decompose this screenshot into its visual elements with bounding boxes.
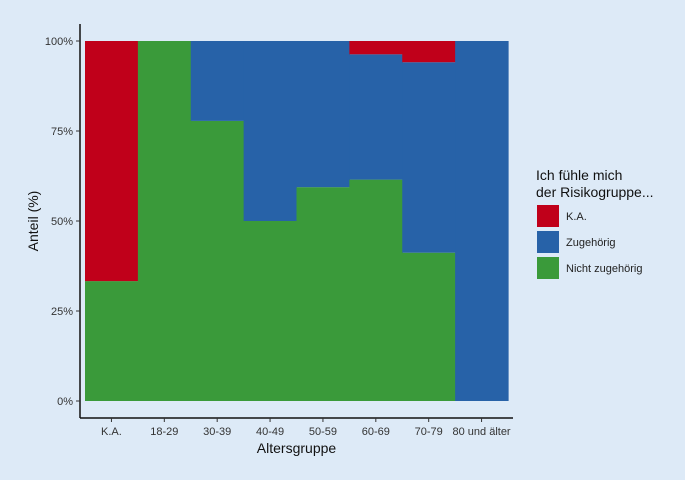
x-axis-ticks: K.A. 18-29 30-39 40-49 50-59 60-69 70-79 80 und…: [101, 418, 511, 438]
y-axis-ticks: 0% 25% 50% 75% 100%: [45, 36, 80, 408]
y-axis-title: Anteil (%): [25, 191, 41, 252]
y-tick-label: 25%: [51, 306, 73, 318]
x-tick-label: 70-79: [415, 426, 443, 438]
bar-nicht-zugeh-rig-k-a: [85, 281, 139, 401]
bar-k-a-70-79: [402, 41, 456, 63]
bar-nicht-zugeh-rig-70-79: [402, 252, 456, 401]
x-tick-label: 18-29: [150, 426, 178, 438]
legend-swatch-zugeh-rig: [537, 231, 559, 253]
bar-zugeh-rig-30-39: [190, 41, 245, 121]
x-tick-label: 40-49: [256, 426, 284, 438]
x-tick-label: 80 und älter: [453, 426, 511, 438]
bar-nicht-zugeh-rig-50-59: [296, 187, 350, 401]
bar-zugeh-rig-60-69: [349, 54, 403, 180]
x-tick-label: 50-59: [309, 426, 337, 438]
legend-label-k-a: K.A.: [566, 211, 587, 223]
legend-swatch-nicht-zugeh-rig: [537, 257, 559, 279]
legend-label-nicht-zugeh-rig: Nicht zugehörig: [566, 263, 642, 275]
x-tick-label: 30-39: [203, 426, 231, 438]
bar-zugeh-rig-80-und-lter: [455, 41, 509, 401]
bars-group: [85, 41, 509, 402]
plot-area: 0% 25% 50% 75% 100% K.A. 18-29 30-39 40-49 50-59…: [45, 24, 513, 438]
bar-k-a-k-a: [85, 41, 139, 282]
bar-nicht-zugeh-rig-60-69: [349, 179, 403, 401]
legend-label-zugeh-rig: Zugehörig: [566, 237, 616, 249]
y-tick-label: 50%: [51, 216, 73, 228]
bar-zugeh-rig-70-79: [402, 62, 456, 253]
y-tick-label: 75%: [51, 126, 73, 138]
bar-nicht-zugeh-rig-30-39: [190, 120, 245, 402]
y-tick-label: 100%: [45, 36, 73, 48]
y-tick-label: 0%: [57, 396, 73, 408]
x-axis-title: Altersgruppe: [257, 440, 337, 456]
legend-title-line-1: Ich fühle mich: [536, 167, 622, 183]
legend: Ich fühle mich der Risikogruppe... K.A. Z…: [536, 167, 654, 279]
bar-zugeh-rig-40-49: [243, 41, 298, 221]
bar-k-a-60-69: [349, 41, 403, 55]
legend-title-line-2: der Risikogruppe...: [536, 184, 654, 200]
legend-items: K.A. Zugehörig Nicht zugehörig: [537, 205, 642, 279]
x-tick-label: K.A.: [101, 426, 122, 438]
bar-nicht-zugeh-rig-40-49: [243, 221, 298, 401]
x-tick-label: 60-69: [362, 426, 390, 438]
bar-zugeh-rig-50-59: [296, 41, 350, 188]
bar-nicht-zugeh-rig-18-29: [137, 41, 192, 401]
legend-swatch-k-a: [537, 205, 559, 227]
